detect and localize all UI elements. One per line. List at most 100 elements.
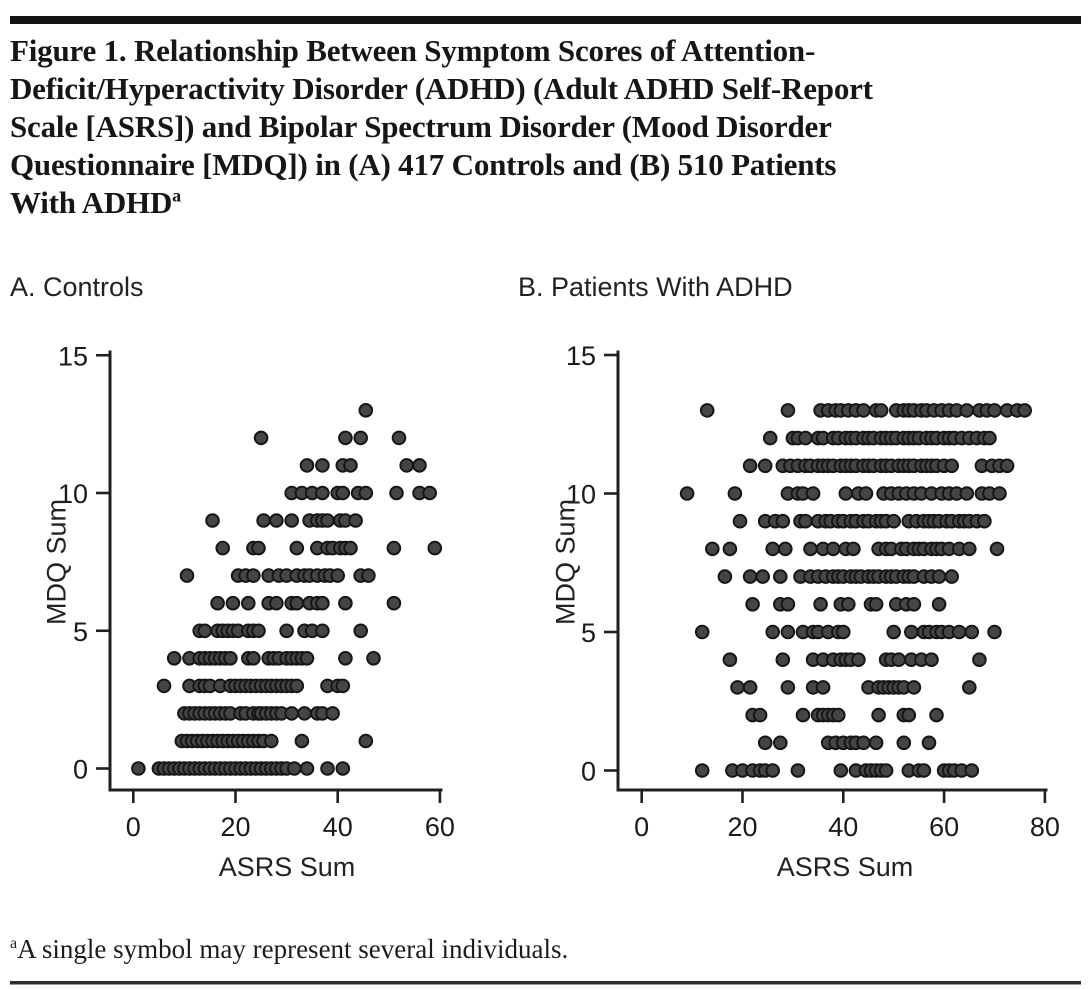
y-tick-label: 15 bbox=[566, 341, 596, 371]
scatter-point bbox=[752, 707, 768, 723]
x-tick-label: 40 bbox=[323, 812, 353, 842]
scatter-point bbox=[833, 763, 849, 778]
scatter-point bbox=[992, 486, 1007, 501]
footnote-marker: a bbox=[10, 935, 18, 952]
scatter-point bbox=[805, 486, 821, 501]
scatter-point bbox=[251, 623, 266, 639]
y-tick-label: 0 bbox=[581, 757, 596, 787]
scatter-point bbox=[765, 624, 781, 640]
scatter-point bbox=[825, 541, 841, 557]
scatter-point bbox=[916, 763, 932, 778]
figure-title-text: Figure 1. Relationship Between Symptom S… bbox=[10, 33, 873, 220]
scatter-point bbox=[315, 485, 330, 501]
scatter-point bbox=[335, 761, 351, 776]
scatter-point bbox=[742, 680, 758, 695]
scatter-point bbox=[343, 458, 358, 473]
scatter-point bbox=[868, 735, 884, 751]
scatter-point bbox=[205, 513, 220, 528]
scatter-point bbox=[361, 568, 376, 583]
y-tick-label: 5 bbox=[73, 617, 88, 647]
scatter-point bbox=[1017, 403, 1032, 418]
scatter-point bbox=[765, 763, 781, 778]
scatter-point bbox=[427, 540, 443, 556]
x-tick-label: 20 bbox=[727, 812, 757, 842]
scatter-point bbox=[289, 540, 305, 556]
x-tick-label: 20 bbox=[220, 812, 250, 842]
scatter-point bbox=[951, 624, 967, 640]
scatter-point bbox=[279, 623, 294, 639]
x-tick-label: 40 bbox=[828, 812, 858, 842]
scatter-point bbox=[982, 430, 997, 446]
scatter-point bbox=[225, 595, 241, 611]
scatter-point bbox=[330, 568, 346, 583]
scatter-point bbox=[742, 458, 758, 474]
scatter-point bbox=[299, 761, 315, 776]
scatter-point bbox=[762, 430, 778, 446]
scatter-point bbox=[269, 513, 284, 528]
scatter-point bbox=[742, 569, 758, 584]
scatter-point bbox=[987, 403, 1002, 418]
scatter-point bbox=[197, 623, 213, 639]
scatter-point bbox=[694, 763, 710, 778]
y-tick-label: 0 bbox=[73, 755, 88, 785]
scatter-point bbox=[838, 486, 854, 501]
scatter-point bbox=[929, 707, 944, 723]
scatter-point bbox=[745, 597, 760, 612]
scatter-point bbox=[179, 568, 195, 583]
scatter-point bbox=[962, 541, 977, 557]
scatter-point bbox=[886, 513, 902, 529]
scatter-point bbox=[289, 595, 305, 611]
scatter-point bbox=[944, 458, 960, 474]
scatter-point bbox=[856, 403, 871, 418]
scatter-point bbox=[320, 513, 335, 528]
scatter-point bbox=[765, 541, 781, 557]
scatter-point bbox=[284, 706, 300, 721]
scatter-point bbox=[287, 761, 302, 776]
scatter-point bbox=[694, 624, 710, 640]
scatter-point bbox=[320, 761, 335, 776]
scatter-point bbox=[294, 733, 310, 749]
top-rule bbox=[10, 16, 1081, 24]
scatter-point bbox=[299, 458, 315, 473]
scatter-point bbox=[722, 652, 738, 668]
scatter-point bbox=[699, 403, 715, 418]
scatter-point bbox=[727, 486, 743, 501]
scatter-point bbox=[959, 486, 975, 501]
scatter-point bbox=[269, 595, 284, 611]
scatter-point bbox=[964, 624, 980, 640]
scatter-point bbox=[246, 568, 261, 583]
scatter-point bbox=[358, 485, 374, 501]
scatter-point bbox=[166, 651, 182, 666]
scatter-point bbox=[803, 541, 818, 557]
scatter-point bbox=[264, 733, 279, 749]
scatter-point bbox=[284, 513, 300, 528]
scatter-point bbox=[358, 403, 374, 418]
x-axis-label-a: ASRS Sum bbox=[218, 852, 356, 882]
scatter-point bbox=[846, 541, 861, 557]
scatter-point bbox=[335, 678, 351, 694]
scatter-point bbox=[858, 486, 874, 501]
y-axis-label-b: MDQ Sum bbox=[550, 498, 581, 626]
scatter-point bbox=[386, 595, 402, 611]
scatter-point bbox=[773, 569, 788, 584]
panel-a-header: A. Controls bbox=[10, 272, 144, 302]
scatter-point bbox=[924, 652, 939, 668]
scatter-point bbox=[251, 540, 266, 556]
y-tick-label: 10 bbox=[566, 480, 596, 510]
scatter-point bbox=[391, 430, 407, 446]
scatter-point bbox=[906, 597, 922, 612]
scatter-point bbox=[679, 486, 695, 501]
footnote-text: A single symbol may represent several in… bbox=[17, 934, 569, 964]
scatter-point bbox=[901, 707, 917, 723]
axis-lines bbox=[616, 350, 1048, 792]
scatter-point bbox=[798, 430, 813, 446]
scatter-point bbox=[289, 678, 305, 694]
scatter-point bbox=[931, 569, 947, 584]
scatter-point bbox=[962, 680, 977, 695]
scatter-point bbox=[871, 707, 886, 723]
scatter-point bbox=[353, 623, 369, 639]
scatter-point bbox=[732, 513, 748, 529]
scatter-point bbox=[795, 707, 811, 723]
scatter-point bbox=[297, 706, 312, 721]
